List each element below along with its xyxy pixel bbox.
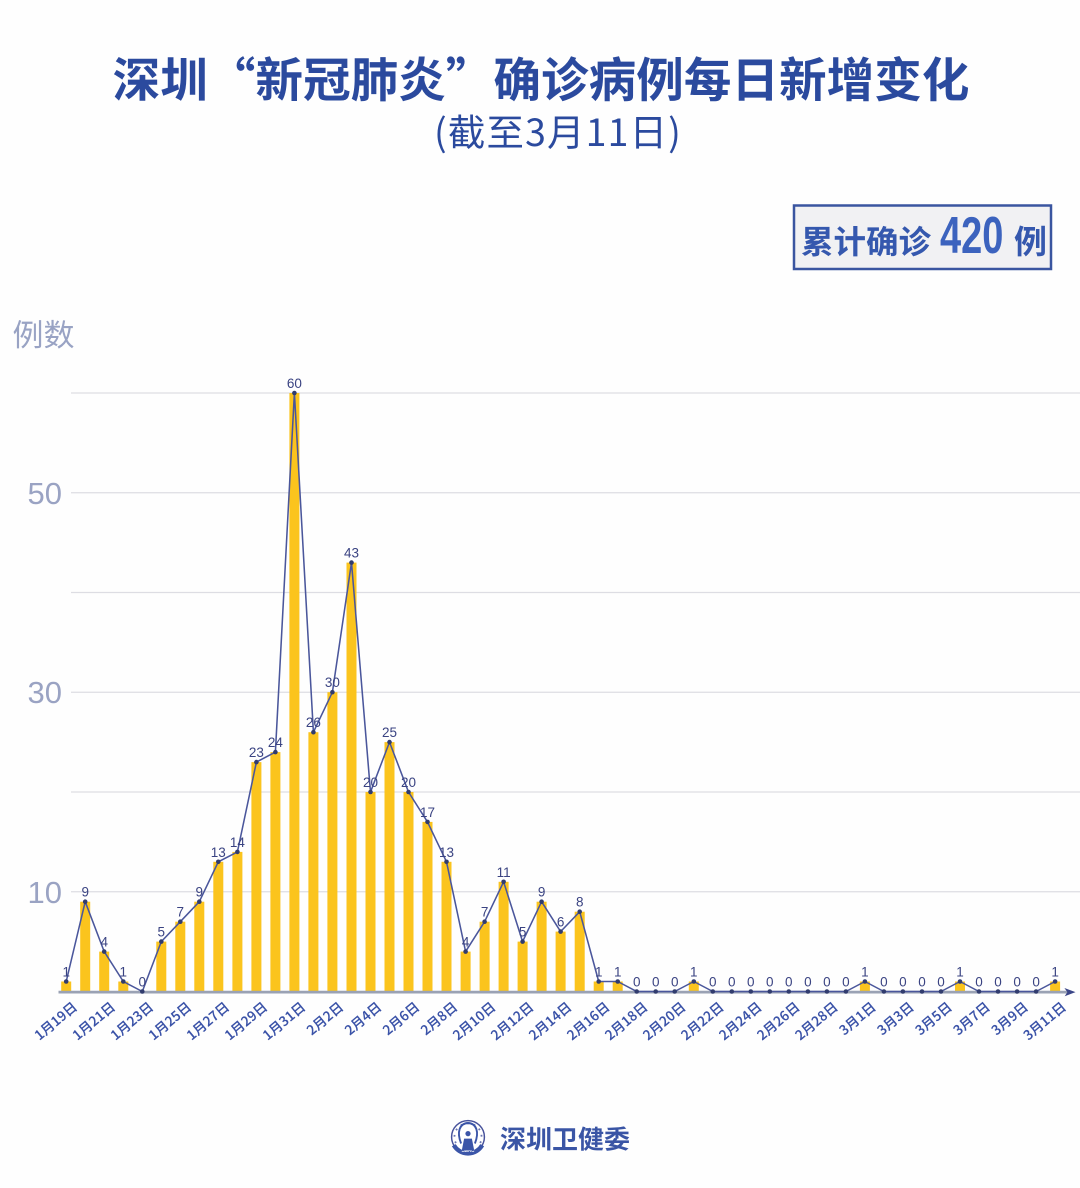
svg-text:0: 0 (728, 975, 736, 990)
svg-text:0: 0 (633, 975, 641, 990)
svg-text:1: 1 (690, 965, 698, 980)
svg-text:9: 9 (81, 885, 89, 900)
svg-text:9: 9 (196, 885, 204, 900)
svg-text:0: 0 (766, 975, 774, 990)
svg-text:5: 5 (158, 925, 166, 940)
svg-text:60: 60 (287, 376, 302, 391)
svg-text:0: 0 (747, 975, 755, 990)
svg-text:0: 0 (937, 975, 945, 990)
svg-text:0: 0 (139, 975, 147, 990)
svg-text:4: 4 (462, 935, 470, 950)
svg-text:6: 6 (557, 915, 565, 930)
svg-text:0: 0 (1032, 975, 1040, 990)
svg-text:1: 1 (62, 965, 70, 980)
svg-text:0: 0 (1013, 975, 1021, 990)
svg-text:17: 17 (420, 805, 435, 820)
svg-text:14: 14 (230, 835, 246, 850)
svg-text:43: 43 (344, 546, 359, 561)
svg-text:0: 0 (823, 975, 831, 990)
svg-text:0: 0 (709, 975, 717, 990)
svg-text:30: 30 (28, 675, 62, 710)
svg-text:9: 9 (538, 885, 546, 900)
svg-text:0: 0 (899, 975, 907, 990)
svg-text:0: 0 (918, 975, 926, 990)
svg-text:0: 0 (975, 975, 983, 990)
svg-text:0: 0 (671, 975, 679, 990)
svg-text:1: 1 (861, 965, 869, 980)
svg-text:20: 20 (363, 775, 378, 790)
svg-text:1: 1 (120, 965, 128, 980)
svg-text:24: 24 (268, 735, 284, 750)
svg-text:SZHC: SZHC (462, 1148, 475, 1154)
svg-text:1: 1 (595, 965, 603, 980)
svg-text:1: 1 (614, 965, 622, 980)
svg-text:0: 0 (652, 975, 660, 990)
svg-text:13: 13 (211, 845, 226, 860)
svg-text:20: 20 (401, 775, 416, 790)
svg-text:30: 30 (325, 675, 340, 690)
svg-text:13: 13 (439, 845, 454, 860)
svg-text:4: 4 (100, 935, 108, 950)
svg-text:25: 25 (382, 725, 397, 740)
svg-text:1: 1 (1051, 965, 1059, 980)
svg-text:420: 420 (940, 206, 1003, 264)
svg-text:7: 7 (481, 905, 489, 920)
svg-text:10: 10 (28, 875, 62, 910)
svg-text:0: 0 (842, 975, 850, 990)
svg-text:0: 0 (994, 975, 1002, 990)
svg-text:0: 0 (804, 975, 812, 990)
svg-text:26: 26 (306, 715, 321, 730)
svg-text:50: 50 (28, 476, 62, 511)
svg-text:5: 5 (519, 925, 527, 940)
svg-text:23: 23 (249, 745, 264, 760)
svg-text:11: 11 (497, 865, 511, 880)
svg-text:7: 7 (177, 905, 185, 920)
svg-text:0: 0 (880, 975, 888, 990)
svg-text:0: 0 (785, 975, 793, 990)
svg-text:8: 8 (576, 895, 584, 910)
svg-text:1: 1 (956, 965, 964, 980)
